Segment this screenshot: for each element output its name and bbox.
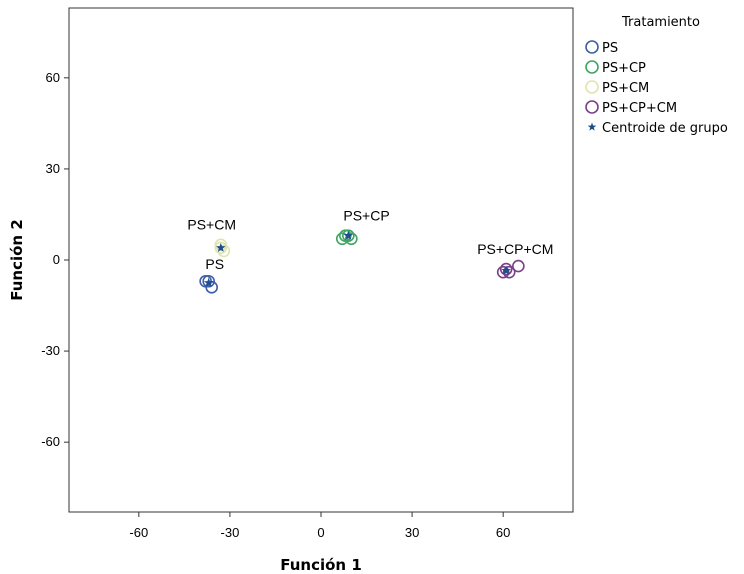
legend-marker-star bbox=[588, 123, 597, 131]
legend-marker bbox=[586, 81, 598, 93]
y-tick-label: -60 bbox=[41, 434, 60, 449]
y-tick-label: 60 bbox=[46, 70, 60, 85]
y-tick-label: 30 bbox=[46, 161, 60, 176]
x-tick-label: 60 bbox=[496, 525, 510, 540]
legend: Tratamiento PS PS+CP PS+CM PS+CP+CM Centroid… bbox=[586, 15, 728, 136]
legend-label: PS bbox=[602, 41, 618, 56]
x-tick-label: 30 bbox=[405, 525, 419, 540]
group-annotation: PS bbox=[205, 256, 224, 272]
legend-marker bbox=[586, 41, 598, 53]
legend-marker bbox=[586, 61, 598, 73]
x-tick-label: -30 bbox=[221, 525, 240, 540]
x-axis-title: Función 1 bbox=[280, 556, 362, 574]
y-tick-label: -30 bbox=[41, 343, 60, 358]
group-annotation: PS+CP bbox=[343, 208, 389, 224]
group-annotation: PS+CM bbox=[187, 217, 236, 233]
legend-label: PS+CP bbox=[602, 61, 646, 76]
legend-label: PS+CM bbox=[602, 81, 649, 96]
y-axis-title: Función 2 bbox=[8, 219, 26, 301]
legend-label: PS+CP+CM bbox=[602, 101, 677, 116]
group-annotation: PS+CP+CM bbox=[477, 241, 553, 257]
plot-frame bbox=[69, 8, 573, 512]
legend-label: Centroide de grupo bbox=[602, 121, 728, 136]
legend-title: Tratamiento bbox=[621, 15, 700, 30]
legend-marker bbox=[586, 101, 598, 113]
y-axis-ticks: 60 30 0 -30 -60 bbox=[41, 70, 69, 449]
x-axis-ticks: -60 -30 0 30 60 bbox=[129, 512, 510, 540]
x-tick-label: 0 bbox=[317, 525, 324, 540]
x-tick-label: -60 bbox=[129, 525, 148, 540]
y-tick-label: 0 bbox=[53, 252, 60, 267]
